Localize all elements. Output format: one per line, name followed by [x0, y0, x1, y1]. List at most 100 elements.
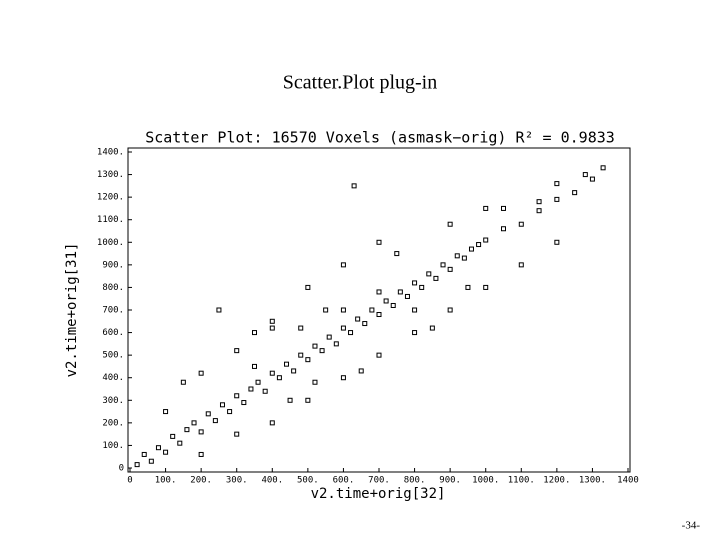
- scatter-point: [333, 341, 339, 347]
- scatter-point: [447, 221, 453, 227]
- scatter-point: [554, 181, 560, 187]
- scatter-point: [269, 420, 275, 426]
- scatter-point: [269, 370, 275, 376]
- scatter-point: [155, 445, 161, 451]
- y-tick-label: 800.: [102, 283, 124, 293]
- scatter-point: [404, 293, 410, 299]
- x-tick-label: 100.: [155, 476, 177, 486]
- scatter-point: [468, 246, 474, 252]
- scatter-point: [255, 379, 261, 385]
- scatter-point: [312, 379, 318, 385]
- scatter-point: [252, 330, 257, 336]
- y-tick-label: 300.: [102, 396, 124, 406]
- scatter-point: [269, 325, 275, 331]
- scatter-point: [390, 302, 396, 308]
- scatter-point: [440, 262, 446, 268]
- scatter-point: [369, 307, 375, 313]
- scatter-point: [134, 462, 140, 468]
- scatter-point: [276, 375, 282, 381]
- scatter-point: [148, 458, 154, 464]
- x-tick-label: 900.: [439, 476, 461, 486]
- page-number: -34-: [682, 520, 701, 532]
- scatter-point: [312, 343, 318, 349]
- scatter-point: [501, 205, 506, 211]
- scatter-point: [184, 427, 190, 433]
- scatter-point: [355, 316, 361, 322]
- y-tick-label: 600.: [102, 328, 124, 338]
- y-tick-label: 1300.: [97, 170, 124, 180]
- scatter-point: [483, 237, 489, 243]
- scatter-point: [141, 451, 147, 457]
- scatter-point: [305, 357, 311, 363]
- scatter-point: [483, 205, 489, 211]
- x-tick-label: 600.: [333, 476, 355, 486]
- scatter-point: [287, 397, 293, 403]
- scatter-point: [269, 318, 275, 324]
- scatter-point: [227, 409, 233, 415]
- scatter-point: [170, 433, 176, 439]
- scatter-point: [600, 165, 606, 171]
- scatter-point: [483, 284, 489, 290]
- y-tick-label: 1200.: [97, 193, 124, 203]
- scatter-point: [340, 325, 346, 331]
- scatter-point: [412, 307, 418, 313]
- scatter-point: [340, 307, 346, 313]
- y-tick-label: 1100.: [97, 215, 124, 225]
- scatter-point: [284, 361, 290, 367]
- scatter-point: [205, 411, 211, 417]
- x-tick-label: 500.: [297, 476, 319, 486]
- scatter-point: [518, 262, 524, 268]
- scatter-point: [305, 397, 311, 403]
- scatter-point: [212, 418, 218, 424]
- y-tick-label: 0: [119, 464, 124, 474]
- scatter-point: [447, 266, 453, 272]
- scatter-point: [198, 370, 204, 376]
- scatter-point: [454, 253, 460, 259]
- scatter-point: [298, 325, 304, 331]
- scatter-point: [419, 284, 425, 290]
- scatter-point: [234, 393, 240, 399]
- y-tick-label: 900.: [102, 260, 124, 270]
- scatter-point: [163, 409, 169, 415]
- scatter-point: [298, 352, 304, 358]
- scatter-point: [429, 325, 435, 331]
- scatter-point: [536, 208, 542, 214]
- y-axis-label: v2.time+orig[31]: [64, 243, 80, 378]
- scatter-point: [447, 307, 453, 313]
- scatter-point: [412, 330, 418, 336]
- scatter-point: [362, 321, 368, 327]
- scatter-point: [465, 284, 471, 290]
- scatter-point: [433, 275, 439, 281]
- scatter-point: [198, 429, 204, 435]
- scatter-point: [376, 239, 382, 245]
- x-tick-label: 700.: [368, 476, 390, 486]
- y-tick-label: 700.: [102, 306, 124, 316]
- x-tick-label: 0: [127, 476, 132, 486]
- scatter-point: [191, 420, 197, 426]
- y-tick-label: 1400.: [97, 148, 124, 158]
- scatter-point: [319, 348, 325, 354]
- scatter-point: [412, 280, 418, 286]
- scatter-point: [323, 307, 329, 313]
- x-tick-label: 300.: [226, 476, 248, 486]
- scatter-point: [340, 262, 346, 268]
- scatter-point: [572, 190, 578, 196]
- x-tick-label: 1400: [617, 476, 639, 486]
- scatter-point: [376, 289, 382, 295]
- scatter-point: [351, 183, 357, 189]
- y-tick-label: 200.: [102, 418, 124, 428]
- scatter-point: [241, 400, 247, 406]
- y-tick-label: 100.: [102, 441, 124, 451]
- scatter-point: [348, 330, 354, 336]
- x-tick-label: 1000.: [472, 476, 499, 486]
- scatter-point: [163, 449, 169, 455]
- scatter-point: [397, 289, 403, 295]
- scatter-point: [461, 255, 467, 261]
- scatter-point: [198, 451, 204, 457]
- scatter-point: [358, 368, 364, 374]
- y-tick-label: 400.: [102, 373, 124, 383]
- x-tick-label: 1200.: [543, 476, 570, 486]
- scatter-point: [305, 284, 311, 290]
